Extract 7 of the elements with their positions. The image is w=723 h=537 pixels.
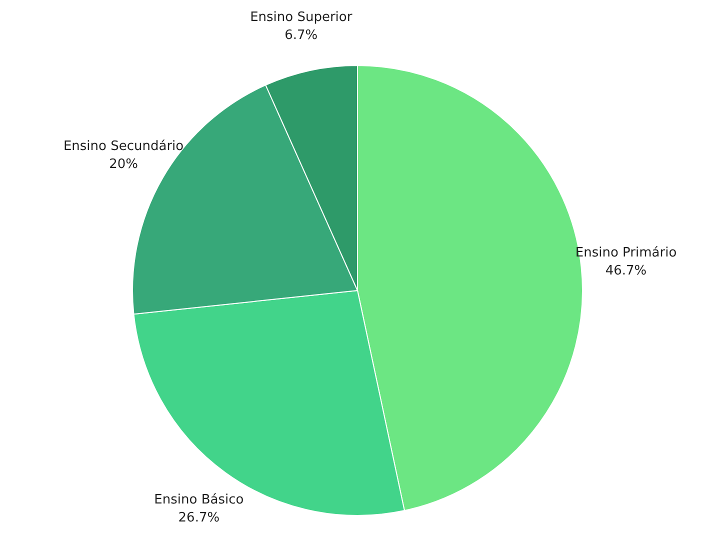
data-label: 6.7% <box>284 28 318 43</box>
data-label: 26.7% <box>178 510 220 526</box>
data-label: 20% <box>109 157 138 172</box>
slice-label: Ensino Básico <box>154 492 244 508</box>
data-label: 46.7% <box>605 264 647 279</box>
slice-label: Ensino Superior <box>250 10 353 25</box>
slice-label: Ensino Secundário <box>63 139 184 154</box>
